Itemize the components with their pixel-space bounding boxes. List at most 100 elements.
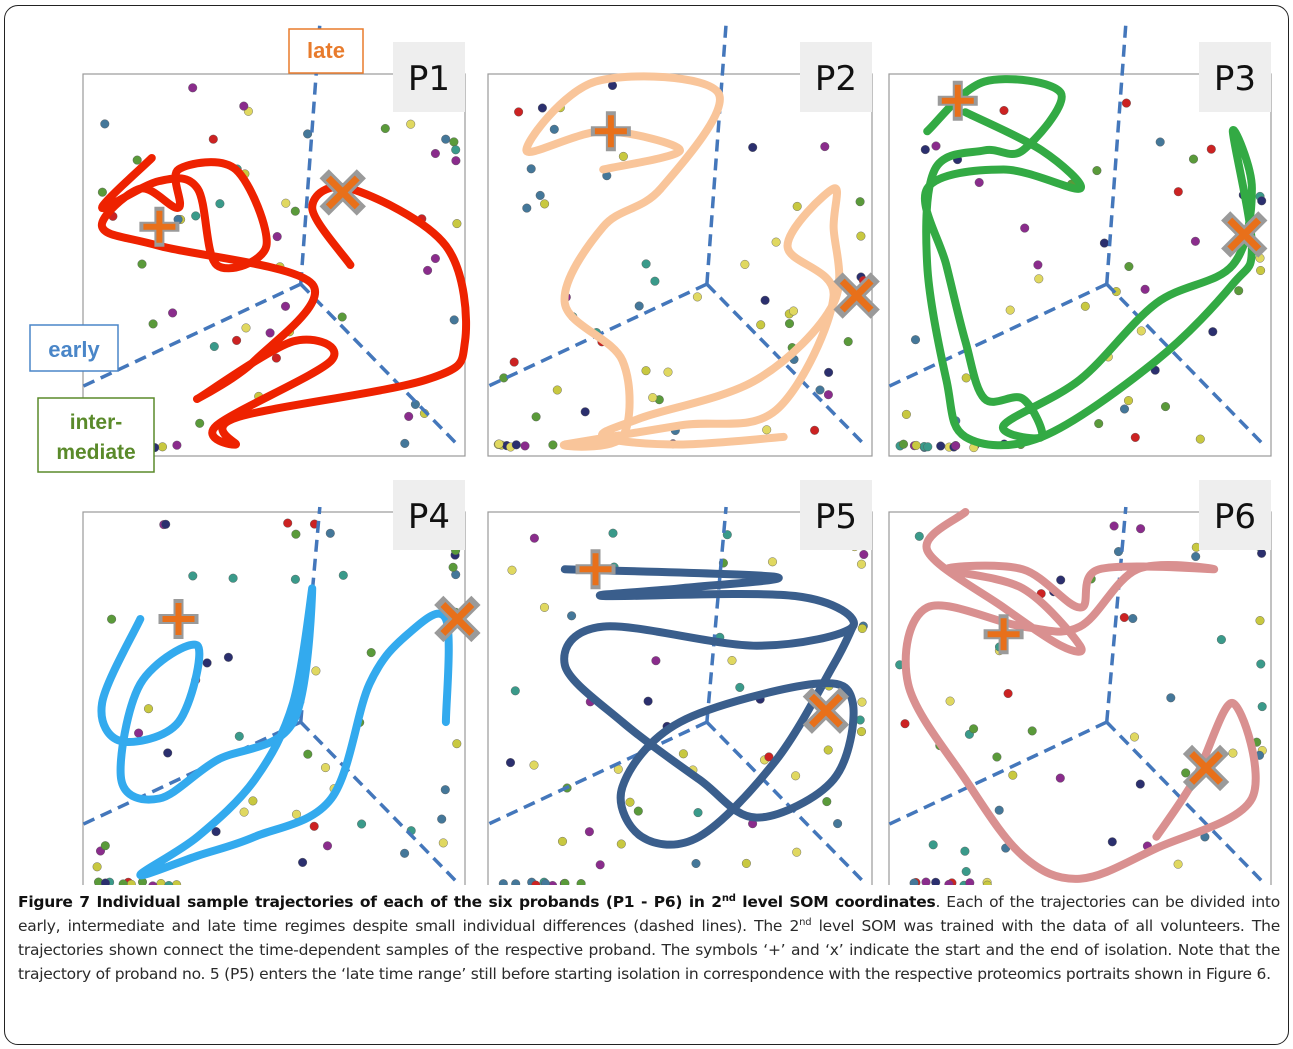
sample-dot xyxy=(900,719,910,729)
trajectory-p3 xyxy=(920,75,1256,450)
sample-dot xyxy=(1257,548,1267,558)
sample-dot xyxy=(899,439,909,449)
sample-dot xyxy=(410,399,420,409)
boundary-late xyxy=(298,506,322,723)
sample-dot xyxy=(303,749,313,759)
sample-dot xyxy=(163,748,173,758)
sample-dot xyxy=(641,259,651,269)
sample-dot xyxy=(552,385,562,395)
start-marker xyxy=(158,598,199,639)
sample-dot xyxy=(449,137,459,147)
sample-dot xyxy=(1257,702,1267,712)
sample-dot xyxy=(618,151,628,161)
sample-dot xyxy=(540,199,550,209)
sample-dot xyxy=(648,393,658,403)
sample-dot xyxy=(404,411,414,421)
sample-dot xyxy=(325,528,335,538)
sample-dot xyxy=(529,760,539,770)
sample-dot xyxy=(541,879,550,885)
sample-dot xyxy=(1005,305,1015,315)
sample-dot xyxy=(857,624,867,634)
sample-dot xyxy=(239,101,249,111)
sample-dot xyxy=(692,292,702,302)
sample-dot xyxy=(633,806,643,816)
boundary-late xyxy=(705,506,728,723)
sample-dot xyxy=(764,752,774,762)
sample-dot xyxy=(100,119,110,129)
sample-dot xyxy=(768,557,778,567)
sample-dot xyxy=(1136,326,1146,336)
sample-dot xyxy=(762,425,772,435)
boundary-early xyxy=(80,282,302,389)
sample-dot xyxy=(1003,689,1013,699)
panel-label: P6 xyxy=(1214,497,1256,537)
sample-dot xyxy=(643,696,653,706)
sample-dot xyxy=(1130,432,1140,442)
sample-dot xyxy=(1160,402,1170,412)
sample-dot xyxy=(740,259,750,269)
sample-dot xyxy=(920,145,930,155)
sample-dot xyxy=(510,686,520,696)
sample-dot xyxy=(931,877,941,885)
sample-dot xyxy=(143,704,153,714)
sample-dot xyxy=(366,648,376,658)
sample-dot xyxy=(438,838,448,848)
panel-label-tab xyxy=(1199,42,1271,112)
sample-dot xyxy=(969,724,979,734)
sample-dot xyxy=(792,847,802,857)
sample-dot xyxy=(792,201,802,211)
sample-dot xyxy=(616,839,626,849)
sample-dot xyxy=(283,518,293,528)
trajectory-p6 xyxy=(901,508,1260,883)
sample-dot xyxy=(1124,262,1134,272)
sample-dot xyxy=(188,571,198,581)
sample-dot xyxy=(265,328,275,338)
sample-dot xyxy=(1033,260,1043,270)
panel-label-tab xyxy=(393,42,465,112)
sample-dot xyxy=(1034,274,1044,284)
sample-dot xyxy=(1128,614,1138,624)
sample-dot xyxy=(281,301,291,311)
sample-dot xyxy=(107,614,117,624)
sample-dot xyxy=(423,265,433,275)
sample-dot xyxy=(498,879,508,885)
regime-boundaries xyxy=(886,506,1265,884)
sample-dot xyxy=(856,231,866,241)
sample-dot xyxy=(1256,659,1266,669)
sample-dot xyxy=(931,141,941,151)
sample-dot xyxy=(1055,773,1065,783)
sample-dot xyxy=(234,731,244,741)
sample-dot xyxy=(595,860,605,870)
sample-dot xyxy=(228,573,238,583)
sample-dot xyxy=(451,156,461,166)
sample-dot xyxy=(1173,187,1183,197)
sample-dot xyxy=(526,164,536,174)
sample-dot xyxy=(441,134,451,144)
sample-dot xyxy=(380,123,390,133)
sample-dot xyxy=(338,570,348,580)
sample-dot xyxy=(1181,768,1191,778)
sample-dot xyxy=(1256,266,1266,276)
panel-p6: P6 xyxy=(886,480,1272,885)
sample-dot xyxy=(281,198,291,208)
sample-dot xyxy=(822,797,832,807)
panel-p2: P2 xyxy=(485,23,880,457)
sample-dot xyxy=(451,145,461,155)
end-marker xyxy=(802,687,850,734)
caption-text-superscript: nd xyxy=(799,916,812,928)
boundary-late xyxy=(705,23,728,285)
start-marker xyxy=(937,80,978,121)
sample-dot xyxy=(531,412,541,422)
sample-dot xyxy=(511,879,521,885)
sample-dot xyxy=(982,880,992,885)
sample-dot xyxy=(584,827,594,837)
sample-dot xyxy=(911,440,921,450)
sample-dot xyxy=(965,878,975,885)
sample-dot xyxy=(1107,837,1117,847)
panel-p5: P5 xyxy=(485,480,873,885)
boundary-early xyxy=(886,720,1108,827)
sample-dot xyxy=(298,857,308,867)
start-marker xyxy=(590,111,631,152)
sample-dot xyxy=(914,531,924,541)
sample-dot xyxy=(608,528,618,538)
